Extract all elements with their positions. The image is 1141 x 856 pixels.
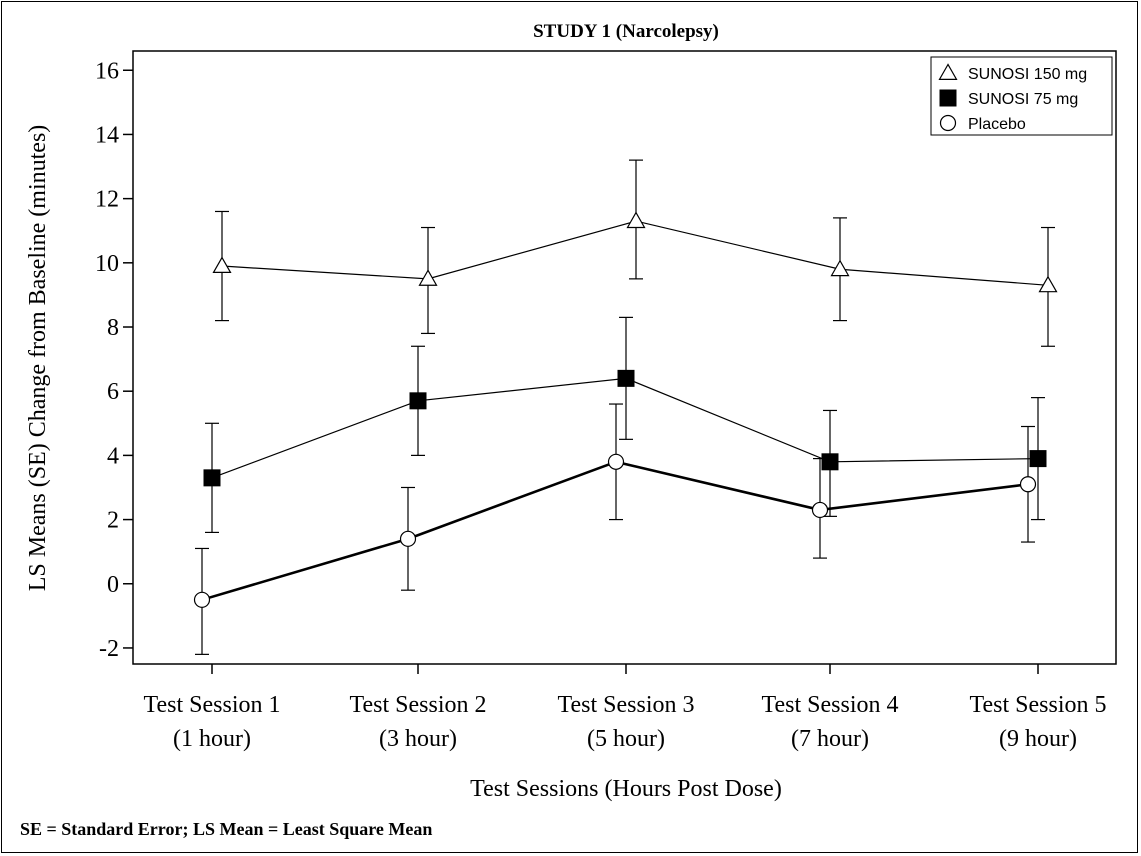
y-axis: -2 0 2 4 6 8 10 12 14 16 xyxy=(95,58,133,662)
x-tick-label: Test Session 4 xyxy=(762,692,899,718)
data-point xyxy=(203,469,221,487)
y-tick-label: 6 xyxy=(107,379,119,405)
y-tick-label: 14 xyxy=(95,122,119,148)
footnote: SE = Standard Error; LS Mean = Least Squ… xyxy=(20,819,432,839)
data-point xyxy=(811,501,829,519)
x-tick-sublabel: (9 hour) xyxy=(999,726,1077,752)
y-axis-label: LS Means (SE) Change from Baseline (minu… xyxy=(25,125,51,592)
y-tick-label: 0 xyxy=(107,572,119,598)
legend-marker xyxy=(939,89,957,107)
x-tick-label: Test Session 5 xyxy=(970,692,1107,718)
data-point xyxy=(212,256,232,274)
legend-label: SUNOSI 75 mg xyxy=(968,91,1078,108)
data-point xyxy=(607,453,625,470)
data-point xyxy=(399,530,417,547)
data-point xyxy=(1038,275,1058,293)
y-tick-label: -2 xyxy=(99,636,119,662)
x-tick-sublabel: (5 hour) xyxy=(587,726,665,752)
series-layer xyxy=(193,159,1058,655)
data-point xyxy=(1029,450,1047,468)
y-tick-label: 16 xyxy=(95,58,119,84)
legend-label: Placebo xyxy=(968,116,1026,133)
data-point xyxy=(418,269,438,286)
y-tick-label: 12 xyxy=(95,187,119,213)
plot-area xyxy=(132,50,1117,665)
legend-marker xyxy=(938,63,958,80)
x-tick-label: Test Session 3 xyxy=(558,692,695,718)
x-axis-label: Test Sessions (Hours Post Dose) xyxy=(470,776,782,802)
x-tick-sublabel: (7 hour) xyxy=(791,726,869,752)
x-tick-label: Test Session 1 xyxy=(144,692,281,718)
x-tick-sublabel: (3 hour) xyxy=(379,726,457,752)
data-point xyxy=(409,392,427,410)
legend: SUNOSI 150 mg SUNOSI 75 mg Placebo xyxy=(930,56,1113,136)
legend-marker xyxy=(939,114,957,132)
x-tick-label: Test Session 2 xyxy=(350,692,487,718)
data-point xyxy=(617,369,635,387)
chart-title: STUDY 1 (Narcolepsy) xyxy=(533,21,719,42)
data-point xyxy=(626,211,646,229)
legend-label: SUNOSI 150 mg xyxy=(968,66,1087,83)
series-line xyxy=(201,460,1029,602)
data-point xyxy=(830,259,850,277)
series-circle-open xyxy=(193,403,1037,655)
y-tick-label: 4 xyxy=(107,443,119,469)
y-tick-label: 2 xyxy=(107,508,119,534)
data-point xyxy=(1019,476,1037,493)
x-tick-sublabel: (1 hour) xyxy=(173,726,251,752)
data-point xyxy=(821,453,839,471)
y-tick-label: 10 xyxy=(95,251,119,277)
series-line xyxy=(221,220,1049,286)
series-square-filled xyxy=(203,316,1047,534)
data-point xyxy=(193,591,211,608)
y-tick-label: 8 xyxy=(107,315,119,341)
series-triangle-open xyxy=(212,159,1058,347)
x-axis: Test Session 1 (1 hour) Test Session 2 (3 h… xyxy=(144,664,1107,752)
legend-box xyxy=(930,56,1113,136)
